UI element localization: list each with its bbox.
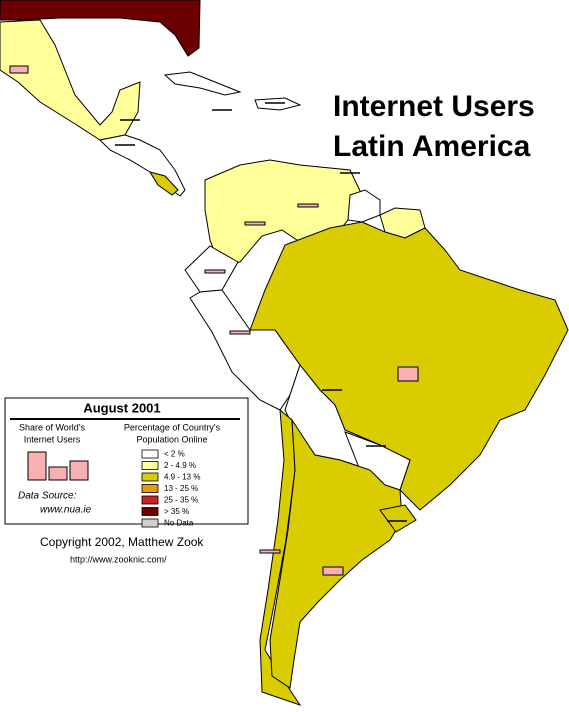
legend-entry: 25 - 35 % — [164, 496, 198, 505]
share-bar — [229, 330, 251, 335]
source-label: Data Source: — [18, 491, 77, 502]
share-bar — [244, 221, 266, 226]
legend-entry: 2 - 4.9 % — [164, 461, 196, 470]
legend-swatch — [141, 484, 159, 493]
ecuador — [184, 245, 239, 293]
share-bar — [322, 566, 344, 576]
legend-swatch — [141, 518, 159, 528]
uruguay — [379, 504, 417, 533]
share-bar — [297, 203, 319, 208]
legend-swatch — [141, 507, 159, 516]
title: Internet Users — [333, 90, 535, 123]
legend-label: Population Online — [136, 434, 207, 444]
legend-label: Internet Users — [24, 434, 81, 444]
legend-heading: August 2001 — [83, 400, 160, 415]
florida — [0, 0, 201, 57]
legend-swatch — [141, 461, 159, 470]
title: Latin America — [333, 130, 531, 163]
legend: August 2001 Share of World's Internet Us… — [4, 397, 249, 528]
legend-bar — [27, 451, 47, 481]
legend-entries: < 2 % 2 - 4.9 % 4.9 - 13 % 13 - 25 % 25 - 35… — [141, 449, 200, 528]
share-bar — [9, 65, 29, 74]
legend-swatch — [141, 495, 159, 505]
legend-entry: < 2 % — [164, 450, 185, 459]
legend-entry: 13 - 25 % — [164, 484, 198, 493]
legend-label: Share of World's — [19, 422, 86, 432]
mexico — [0, 19, 141, 141]
legend-entry: > 35 % — [164, 507, 189, 516]
legend-swatch — [141, 449, 159, 459]
source-url: www.nua.ie — [40, 505, 92, 516]
legend-label: Percentage of Country's — [124, 422, 221, 432]
hispaniola — [254, 97, 302, 111]
costa-rica — [148, 171, 179, 196]
country-bars — [9, 65, 419, 576]
share-bar — [397, 366, 419, 382]
legend-bar — [69, 460, 89, 481]
legend-bar — [48, 466, 68, 481]
legend-swatch — [141, 472, 159, 482]
share-bar — [259, 549, 281, 554]
cuba — [163, 71, 242, 96]
credits-url: http://www.zooknic.com/ — [70, 554, 167, 564]
argentina — [269, 418, 403, 689]
share-bar — [204, 269, 226, 274]
legend-entry: 4.9 - 13 % — [164, 473, 200, 482]
copyright: Copyright 2002, Matthew Zook — [40, 535, 204, 549]
guyana — [347, 189, 381, 223]
legend-entry: No Data — [164, 519, 194, 528]
